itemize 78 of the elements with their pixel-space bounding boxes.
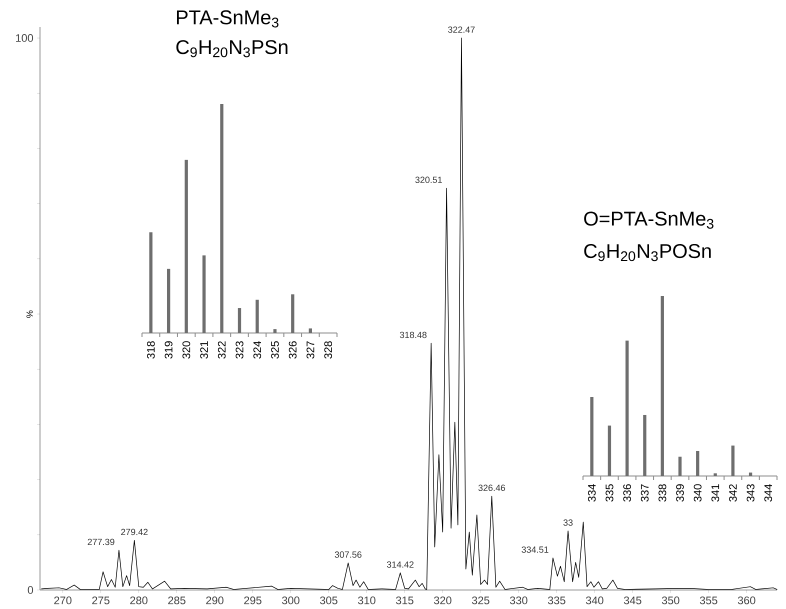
x-tick-label: 339 <box>676 484 684 502</box>
bar <box>166 268 170 333</box>
bar <box>731 446 735 476</box>
bar <box>202 255 206 333</box>
x-tick-label: 326 <box>288 341 297 359</box>
bar <box>714 473 717 476</box>
x-tick-label: 337 <box>640 484 649 502</box>
x-tick-label: 270 <box>54 596 72 604</box>
bar <box>149 232 152 333</box>
chart-title: PTA-SnMe$_{3}$ <box>176 10 278 28</box>
x-tick-label: 324 <box>253 341 262 359</box>
x-tick-label: 319 <box>164 341 172 359</box>
y-tick-label: 100 <box>16 34 34 42</box>
bar <box>184 160 188 333</box>
x-tick-label: 295 <box>244 596 262 604</box>
x-tick-label: 315 <box>396 596 414 604</box>
x-tick-label: 344 <box>764 484 772 502</box>
y-tick-label: 0 <box>28 586 34 594</box>
x-tick-label: 335 <box>548 596 566 604</box>
x-tick-label: 321 <box>200 341 208 359</box>
annotation: 33 <box>563 519 573 526</box>
x-tick-label: 345 <box>624 596 642 604</box>
x-tick-label: 285 <box>168 596 186 604</box>
chart-subtitle: C$_{9}$H$_{20}$N$_{3}$POSn <box>584 244 711 262</box>
x-tick-label: 320 <box>434 596 452 604</box>
bar <box>626 340 629 476</box>
bar <box>256 300 259 333</box>
x-tick-label: 280 <box>130 596 148 604</box>
bar <box>643 414 646 476</box>
x-tick-label: 327 <box>306 341 314 359</box>
bar <box>608 426 612 476</box>
x-tick-label: 355 <box>700 596 718 604</box>
x-tick-label: 350 <box>662 596 680 604</box>
x-tick-label: 318 <box>146 341 155 359</box>
x-tick-label: 275 <box>92 596 110 604</box>
bar <box>696 450 700 476</box>
bar <box>291 294 294 333</box>
bar <box>678 456 682 476</box>
bar <box>220 104 224 333</box>
x-tick-label: 336 <box>623 484 631 502</box>
annotation: 322.47 <box>448 26 475 33</box>
bar <box>273 329 277 333</box>
x-tick-label: 300 <box>282 596 300 604</box>
bar <box>238 308 242 333</box>
bar <box>660 296 664 476</box>
x-tick-label: 340 <box>694 484 702 502</box>
x-tick-label: 338 <box>658 484 666 502</box>
x-tick-label: 325 <box>472 596 490 604</box>
x-tick-label: 320 <box>182 341 190 359</box>
x-tick-label: 310 <box>358 596 376 604</box>
x-tick-label: 290 <box>206 596 224 604</box>
x-tick-label: 342 <box>729 484 737 502</box>
x-tick-label: 335 <box>606 484 614 502</box>
x-tick-label: 305 <box>320 596 338 604</box>
annotation: 279.42 <box>121 528 148 536</box>
x-tick-label: 334 <box>588 484 596 502</box>
chart-subtitle: C$_{9}$H$_{20}$N$_{3}$PSn <box>176 40 288 58</box>
x-tick-label: 330 <box>510 596 528 604</box>
x-tick-label: 323 <box>236 341 244 359</box>
bar <box>590 396 594 476</box>
annotation: 320.51 <box>415 176 442 183</box>
x-tick-label: 325 <box>271 341 279 359</box>
x-tick-label: 322 <box>218 341 226 359</box>
annotation: 334.51 <box>522 546 548 553</box>
x-tick-label: 343 <box>746 484 754 502</box>
annotation: 314.42 <box>386 561 414 568</box>
y-axis-title: % <box>26 310 33 318</box>
bar <box>748 472 752 476</box>
annotation: 277.39 <box>88 538 114 546</box>
bar <box>308 328 312 333</box>
annotation: 318.48 <box>400 332 427 338</box>
x-tick-label: 328 <box>324 341 332 359</box>
x-tick-label: 360 <box>738 596 756 604</box>
annotation: 326.46 <box>478 484 506 491</box>
annotation: 307.56 <box>334 551 362 558</box>
chart-title: O=PTA-SnMe$_{3}$ <box>584 212 714 229</box>
x-tick-label: 340 <box>586 596 604 604</box>
x-tick-label: 341 <box>711 484 720 502</box>
